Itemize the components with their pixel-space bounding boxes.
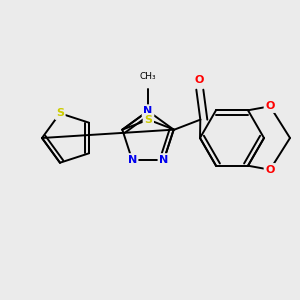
Text: CH₃: CH₃ bbox=[140, 72, 156, 81]
Text: O: O bbox=[265, 101, 275, 111]
Text: S: S bbox=[56, 108, 64, 118]
Text: O: O bbox=[195, 75, 204, 85]
Text: O: O bbox=[265, 165, 275, 175]
Text: N: N bbox=[128, 155, 137, 165]
Text: S: S bbox=[144, 115, 152, 125]
Text: N: N bbox=[159, 155, 169, 165]
Text: N: N bbox=[143, 106, 153, 116]
